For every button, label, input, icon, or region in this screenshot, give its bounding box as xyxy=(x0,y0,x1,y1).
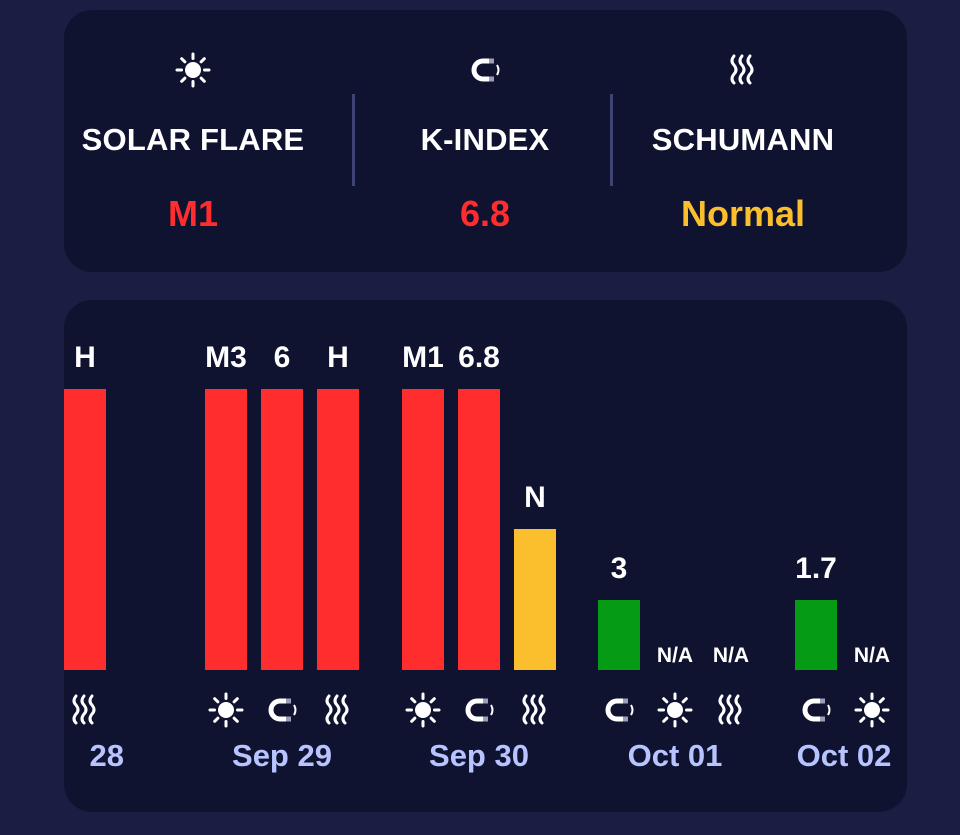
day-label: 28 xyxy=(89,738,124,773)
bar-value-label: N xyxy=(524,481,546,514)
bar-k_index[interactable] xyxy=(598,600,640,670)
schumann-label: SCHUMANN xyxy=(651,122,835,157)
waves-icon xyxy=(711,690,751,730)
magnet-icon xyxy=(796,690,836,730)
bar-schumann[interactable] xyxy=(317,389,359,670)
bar-value-label: N/A xyxy=(853,644,891,667)
current-readings-card: SOLAR FLARE M1 K-INDEX 6.8 SCHUMANN Norm… xyxy=(64,10,907,272)
sun-icon xyxy=(206,690,246,730)
magnet-icon xyxy=(599,690,639,730)
bar-value-label: 6 xyxy=(273,341,291,374)
bar-value-label: M3 xyxy=(205,341,247,374)
bar-solar_flare[interactable] xyxy=(402,389,444,670)
day-label: Oct 01 xyxy=(627,738,723,773)
waves-icon xyxy=(65,690,105,730)
schumann-column: SCHUMANN Normal xyxy=(614,10,872,272)
solar-flare-label: SOLAR FLARE xyxy=(81,122,305,157)
bar-value-label: M1 xyxy=(402,341,444,374)
sun-icon xyxy=(852,690,892,730)
day-label: Sep 29 xyxy=(232,738,332,773)
day-label: Oct 02 xyxy=(796,738,892,773)
magnet-icon xyxy=(262,690,302,730)
bar-value-label: 3 xyxy=(610,552,628,585)
day-label: Sep 30 xyxy=(429,738,529,773)
bar-value-label: N/A xyxy=(656,644,694,667)
sun-icon xyxy=(403,690,443,730)
bar-k_index[interactable] xyxy=(261,389,303,670)
waves-icon xyxy=(318,690,358,730)
k-index-value: 6.8 xyxy=(459,193,511,234)
bar-k_index[interactable] xyxy=(458,389,500,670)
solar-flare-value: M1 xyxy=(167,193,218,234)
divider xyxy=(610,94,613,186)
bar-k_index[interactable] xyxy=(795,600,837,670)
bar-schumann[interactable] xyxy=(514,529,556,670)
bar-value-label: 1.7 xyxy=(795,552,837,585)
k-index-label: K-INDEX xyxy=(420,122,550,157)
schumann-value: Normal xyxy=(680,193,806,234)
bar-value-label: H xyxy=(327,341,349,374)
bar-value-label: N/A xyxy=(712,644,750,667)
sun-icon xyxy=(655,690,695,730)
sun-icon xyxy=(64,50,322,95)
divider xyxy=(352,94,355,186)
bar-value-label: 6.8 xyxy=(458,341,500,374)
magnet-icon xyxy=(356,50,614,95)
waves-icon xyxy=(614,50,872,95)
waves-icon xyxy=(515,690,555,730)
solar-flare-column: SOLAR FLARE M1 xyxy=(64,10,322,272)
bar-schumann[interactable] xyxy=(64,389,106,670)
bar-solar_flare[interactable] xyxy=(205,389,247,670)
k-index-column: K-INDEX 6.8 xyxy=(356,10,614,272)
bar-value-label: H xyxy=(74,341,96,374)
magnet-icon xyxy=(459,690,499,730)
